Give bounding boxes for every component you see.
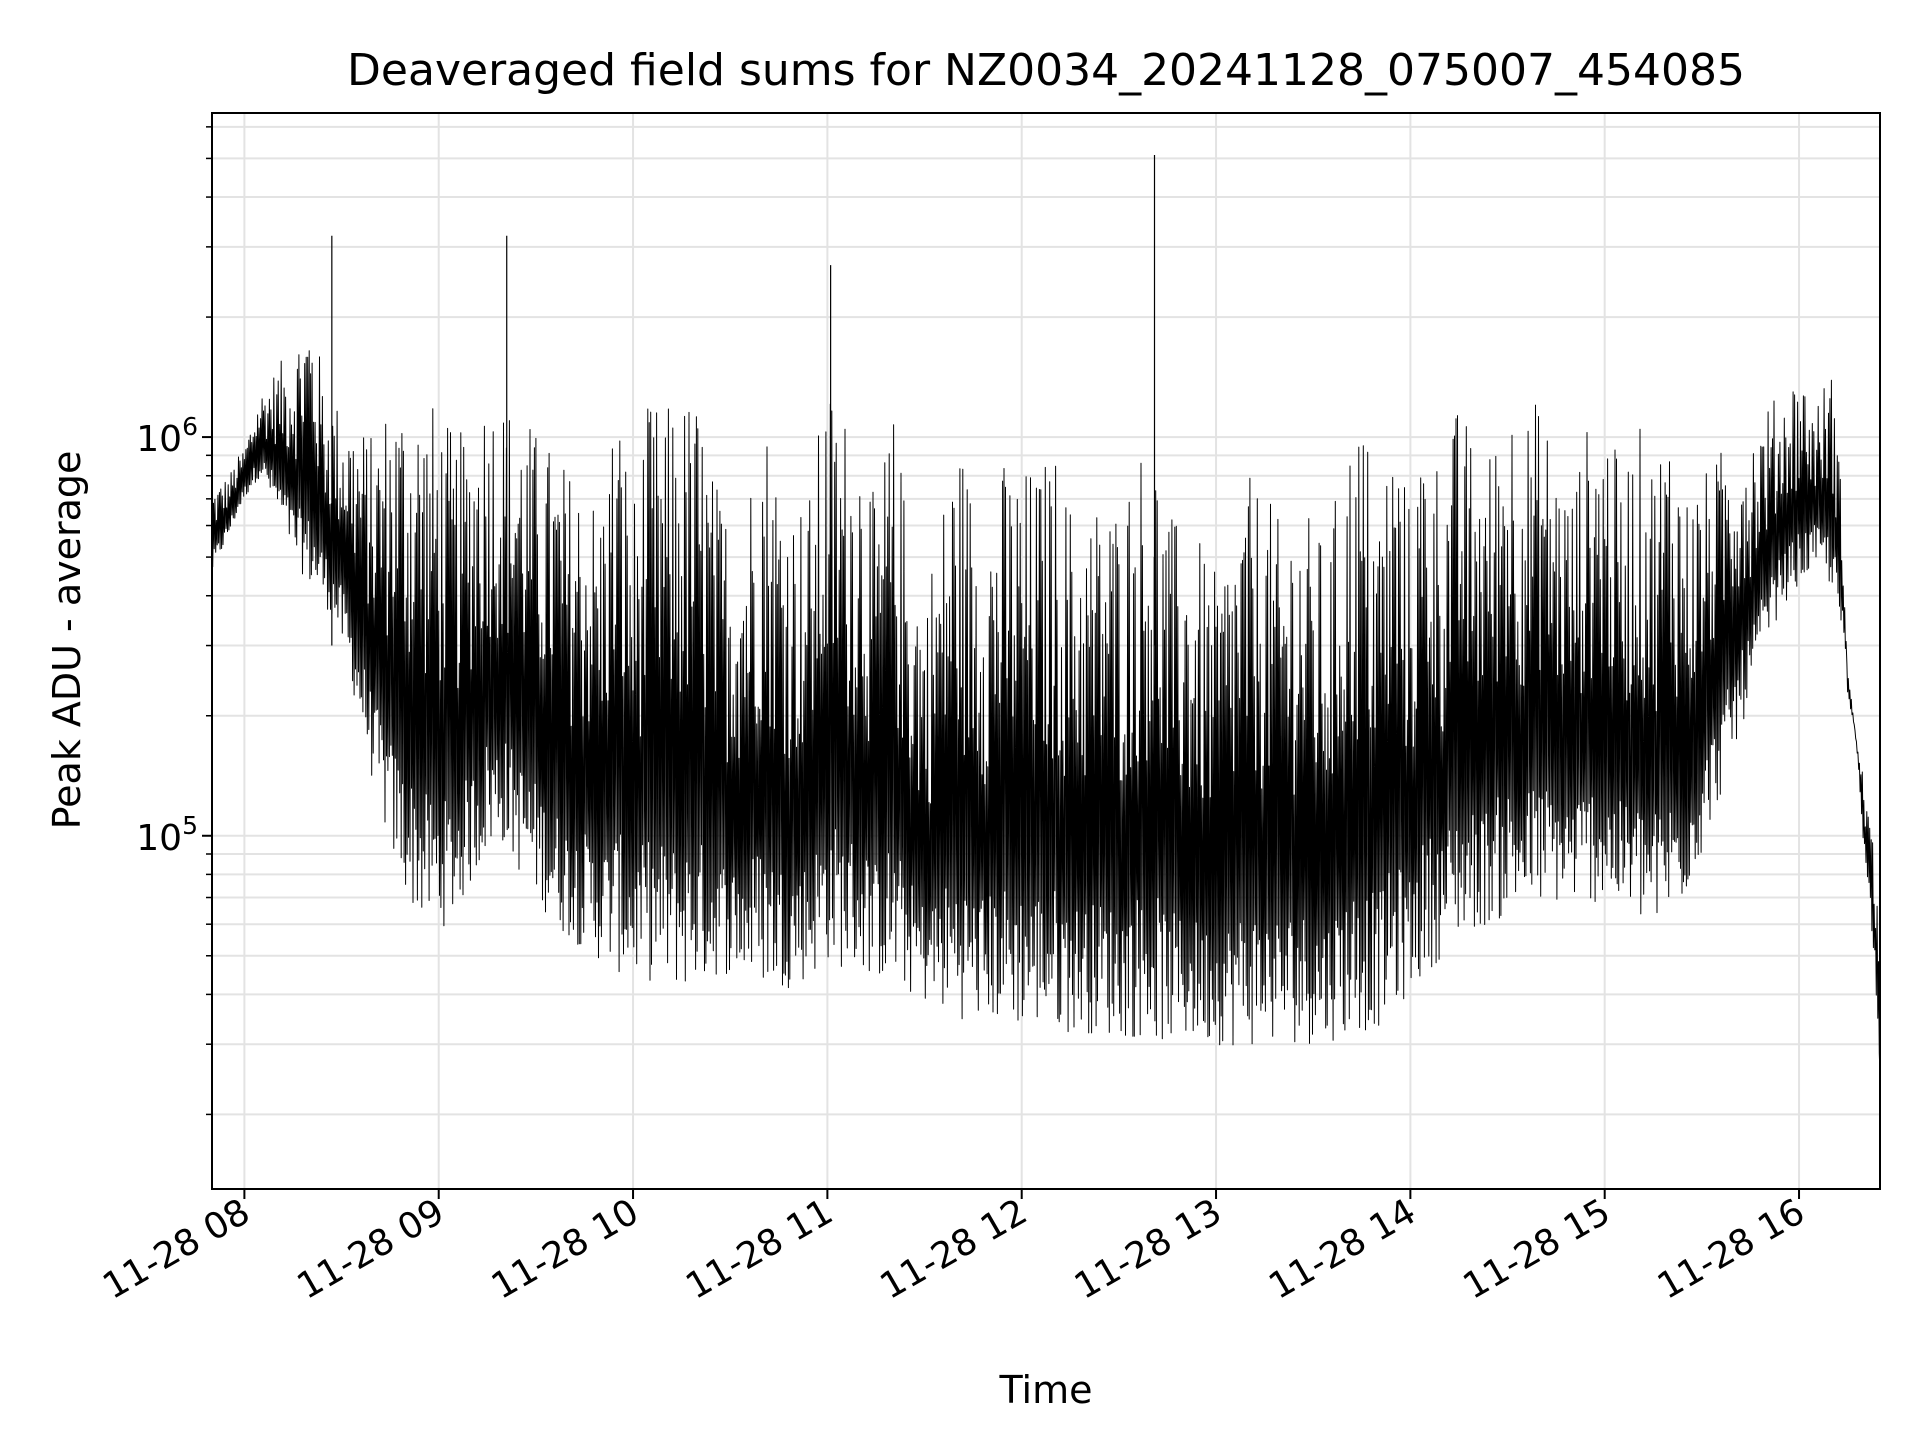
- x-axis-label: Time: [999, 1368, 1093, 1412]
- x-tick-label: 11-28 16: [1651, 1191, 1812, 1307]
- plot-frame: [211, 112, 1881, 1190]
- y-tick-label: 105: [136, 811, 198, 859]
- x-tick-label: 11-28 09: [291, 1191, 452, 1307]
- x-tick-label: 11-28 10: [485, 1191, 646, 1307]
- y-tick-exponent: 5: [182, 811, 198, 840]
- x-tick-label: 11-28 12: [874, 1191, 1035, 1307]
- x-tick-label: 11-28 14: [1262, 1191, 1423, 1307]
- x-tick-label: 11-28 08: [96, 1191, 257, 1307]
- x-tick-label: 11-28 15: [1457, 1191, 1618, 1307]
- series-line: [211, 350, 1881, 1076]
- x-tick-label: 11-28 11: [679, 1191, 840, 1307]
- x-tick-label: 11-28 13: [1068, 1191, 1229, 1307]
- y-axis-label: Peak ADU - average: [45, 451, 89, 830]
- x-axis: 11-28 08 11-28 09 11-28 10 11-28 11 11-28 12…: [96, 1189, 1812, 1308]
- y-tick-base: 10: [136, 419, 182, 460]
- y-tick-base: 10: [136, 818, 182, 859]
- y-tick-label: 106: [136, 412, 198, 460]
- y-tick-exponent: 6: [182, 412, 198, 441]
- chart-title: Deaveraged field sums for NZ0034_2024112…: [347, 45, 1745, 96]
